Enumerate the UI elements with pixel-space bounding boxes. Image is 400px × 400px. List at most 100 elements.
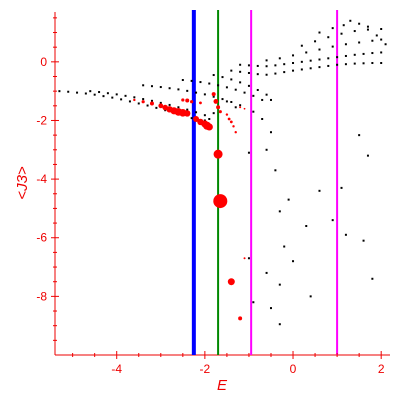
x-tick-label: 2 (378, 362, 385, 376)
x-tick-label: -2 (200, 362, 211, 376)
data-point (186, 89, 189, 92)
plot-frame (54, 12, 390, 356)
data-point (181, 98, 185, 102)
data-point (184, 110, 191, 117)
x-tick-label: 0 (290, 362, 297, 376)
data-point (358, 22, 361, 25)
data-point (380, 38, 383, 41)
data-point (305, 225, 308, 228)
vertical-reference-lines (191, 10, 339, 355)
data-point (218, 110, 222, 114)
data-point (243, 257, 246, 260)
data-point (212, 95, 215, 98)
data-point (195, 91, 198, 94)
data-point (216, 105, 221, 110)
data-point (327, 36, 330, 39)
data-point (150, 99, 153, 102)
data-point (256, 73, 259, 76)
data-point (239, 81, 242, 84)
data-point (292, 54, 295, 57)
data-point (190, 100, 194, 104)
data-point (185, 98, 190, 103)
data-point (292, 69, 295, 72)
data-point (205, 123, 213, 131)
data-point (261, 98, 264, 101)
data-point (181, 79, 184, 82)
data-point (133, 96, 136, 99)
data-point (102, 95, 105, 98)
x-axis-title: E (217, 377, 228, 394)
data-point (177, 88, 180, 91)
data-point (234, 88, 237, 91)
data-point (349, 19, 352, 22)
data-point (230, 78, 233, 81)
data-point (159, 101, 162, 104)
data-point (300, 60, 303, 63)
data-point (318, 189, 321, 192)
data-point (225, 100, 228, 103)
y-tick-label: -6 (36, 231, 47, 245)
data-point (158, 103, 164, 109)
data-point (344, 54, 347, 57)
data-point (314, 40, 317, 43)
data-point (344, 63, 347, 66)
data-point (150, 85, 153, 88)
y-tick-label: -4 (36, 172, 47, 186)
data-point (269, 131, 272, 134)
data-point (274, 169, 277, 172)
data-point (252, 110, 255, 113)
data-point (230, 101, 233, 104)
data-point (300, 44, 303, 47)
data-point (212, 112, 215, 115)
data-point (331, 45, 334, 48)
data-point (239, 70, 242, 73)
data-point (203, 93, 206, 96)
data-point (208, 82, 211, 85)
data-point (327, 57, 330, 60)
data-point (146, 104, 149, 107)
data-point (336, 56, 339, 59)
data-point (203, 114, 206, 117)
data-point (278, 57, 281, 60)
data-point (128, 100, 131, 103)
data-point (239, 104, 242, 107)
data-point (229, 120, 233, 124)
data-point (340, 186, 343, 189)
data-point (239, 63, 242, 66)
data-point (247, 64, 250, 67)
data-point (211, 92, 216, 97)
data-point (247, 151, 250, 154)
data-point (213, 194, 228, 209)
data-point (331, 27, 334, 30)
data-point (115, 93, 118, 96)
data-point (344, 43, 347, 46)
data-point (362, 62, 365, 65)
data-point (256, 64, 259, 67)
data-point (309, 59, 312, 62)
data-point (234, 130, 237, 134)
data-point (327, 64, 330, 67)
y-axis-title: <J3> (14, 166, 31, 200)
x-tick-label: -4 (111, 362, 122, 376)
data-point (247, 257, 250, 260)
axis-ticks: -4 -2 0 2 0 -2 -4 -6 -8 (36, 17, 385, 376)
data-point (137, 102, 140, 105)
data-point (384, 43, 387, 46)
data-point (190, 79, 193, 82)
data-point (300, 68, 303, 71)
data-point (318, 58, 321, 61)
data-point (274, 64, 277, 67)
data-point (318, 66, 321, 69)
data-point (358, 134, 361, 137)
data-point (217, 84, 220, 87)
data-point (186, 108, 189, 111)
data-point (159, 86, 162, 89)
data-point (93, 93, 96, 96)
data-point (371, 277, 374, 280)
data-point (371, 62, 374, 65)
data-point (247, 71, 250, 74)
data-point (358, 41, 361, 44)
data-point (155, 106, 158, 109)
data-point (336, 63, 339, 66)
data-point (67, 90, 70, 93)
